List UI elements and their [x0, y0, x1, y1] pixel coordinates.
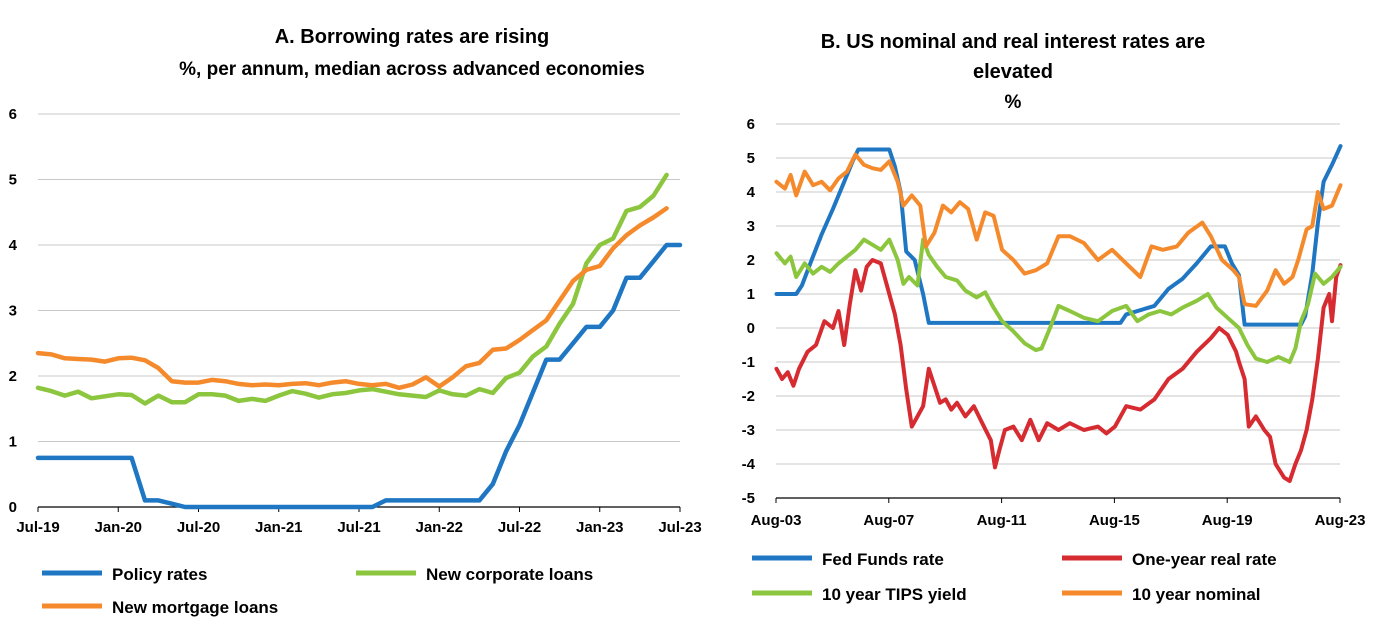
y-tick-label: 1 [9, 434, 17, 451]
x-tick-label: Aug-15 [1089, 512, 1140, 529]
panel-a-subtitle: %, per annum, median across advanced eco… [179, 59, 645, 80]
panel-b-y-axis: -5 -4 -3 -2 -1 0 1 2 3 4 5 6 [742, 116, 756, 507]
legend-label: New mortgage loans [112, 598, 278, 617]
x-tick-label: Jan-20 [94, 519, 142, 536]
panel-b-title-line-2: elevated [973, 61, 1053, 83]
y-tick-label: -2 [742, 388, 755, 405]
x-tick-label: Jul-19 [16, 519, 59, 536]
x-tick-label: Jul-23 [658, 519, 701, 536]
legend-item-10-year-nominal: 10 year nominal [1062, 585, 1261, 604]
x-tick-label: Aug-19 [1202, 512, 1253, 529]
series-line-10-year-nominal [774, 152, 1343, 308]
y-tick-label: 3 [747, 218, 755, 235]
legend-label: Fed Funds rate [822, 550, 944, 569]
x-tick-label: Jan-22 [415, 519, 463, 536]
series-line-new-mortgage-loans [35, 206, 669, 391]
x-tick-label: Jan-21 [255, 519, 303, 536]
panel-a-y-axis: 0 1 2 3 4 5 6 [9, 106, 18, 516]
legend-label: 10 year TIPS yield [822, 585, 967, 604]
panel-a-legend: Policy rates New corporate loans New mor… [42, 565, 593, 617]
panel-b-x-axis: Aug-03 Aug-07 Aug-11 Aug-15 Aug-19 Aug-23 [751, 498, 1366, 529]
x-tick-label: Aug-03 [751, 512, 802, 529]
legend-item-new-corporate-loans: New corporate loans [356, 565, 593, 584]
y-tick-label: 0 [9, 499, 17, 516]
y-tick-label: -3 [742, 422, 755, 439]
y-tick-label: 5 [9, 172, 17, 189]
y-tick-label: -5 [742, 490, 755, 507]
x-tick-label: Aug-23 [1315, 512, 1366, 529]
y-tick-label: 2 [9, 368, 17, 385]
x-tick-label: Jan-23 [576, 519, 624, 536]
y-tick-label: 3 [9, 303, 17, 320]
x-tick-label: Jul-22 [498, 519, 541, 536]
series-line-policy-rates [35, 242, 683, 510]
panel-a-series [35, 172, 683, 510]
legend-label: Policy rates [112, 565, 207, 584]
legend-item-new-mortgage-loans: New mortgage loans [42, 598, 278, 617]
panel-b: B. US nominal and real interest rates ar… [742, 31, 1366, 604]
panel-b-gridlines [776, 123, 1340, 499]
panel-a-x-axis: Jul-19 Jan-20 Jul-20 Jan-21 Jul-21 Jan-22 Jul-… [16, 507, 702, 536]
panel-a-title: A. Borrowing rates are rising [275, 26, 550, 48]
x-tick-label: Jul-21 [337, 519, 380, 536]
series-line-10-year-tips-yield [774, 237, 1343, 364]
y-tick-label: 4 [747, 184, 756, 201]
y-tick-label: 4 [9, 237, 18, 254]
y-tick-label: 6 [9, 106, 17, 123]
x-tick-label: Jul-20 [177, 519, 220, 536]
y-tick-label: 0 [747, 320, 755, 337]
panel-a-gridlines [38, 113, 680, 508]
legend-item-10-year-tips-yield: 10 year TIPS yield [752, 585, 967, 604]
y-tick-label: 6 [747, 116, 755, 133]
panel-a: A. Borrowing rates are rising %, per ann… [9, 26, 702, 617]
panel-b-subtitle: % [1005, 92, 1022, 113]
legend-label: One-year real rate [1132, 550, 1277, 569]
legend-item-policy-rates: Policy rates [42, 565, 207, 584]
y-tick-label: 2 [747, 252, 755, 269]
y-tick-label: -1 [742, 354, 755, 371]
x-tick-label: Aug-11 [977, 512, 1027, 529]
legend-item-one-year-real-rate: One-year real rate [1062, 550, 1277, 569]
series-line-new-corporate-loans [35, 172, 669, 406]
panel-b-legend: Fed Funds rate One-year real rate 10 yea… [752, 550, 1277, 604]
panel-b-series [774, 144, 1343, 483]
series-line-one-year-real-rate [774, 258, 1343, 483]
y-tick-label: -4 [742, 456, 756, 473]
legend-item-fed-funds-rate: Fed Funds rate [752, 550, 944, 569]
panel-b-title-line-1: B. US nominal and real interest rates ar… [821, 31, 1206, 53]
y-tick-label: 5 [747, 150, 755, 167]
legend-label: New corporate loans [426, 565, 593, 584]
legend-label: 10 year nominal [1132, 585, 1261, 604]
x-tick-label: Aug-07 [863, 512, 914, 529]
y-tick-label: 1 [747, 286, 755, 303]
